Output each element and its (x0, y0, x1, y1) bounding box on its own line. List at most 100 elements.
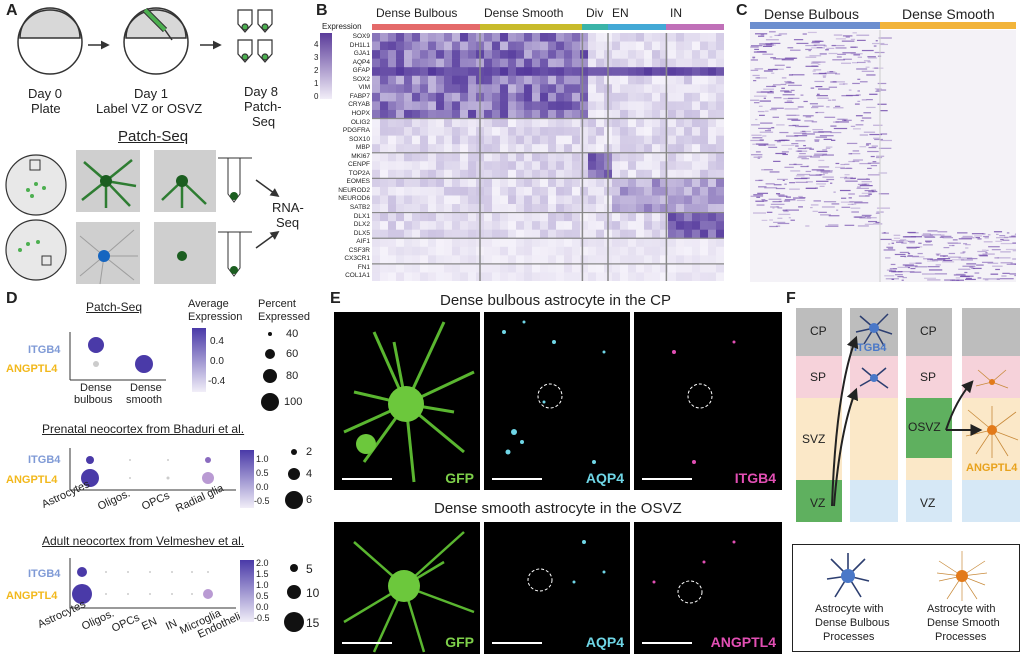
heatmap-cell (596, 152, 605, 162)
panel-d: Patch-Seq ITGB4 ANGPTL4 Dense bulbous De… (0, 290, 330, 657)
heatmap-c-cell (907, 255, 913, 257)
heatmap-c-cell (767, 92, 774, 94)
heatmap-cell (380, 246, 389, 256)
heatmap-cell (652, 246, 661, 256)
heatmap-cell (684, 152, 693, 162)
heatmap-cell (428, 92, 437, 102)
heatmap-c-cell (942, 261, 955, 263)
heatmap-cell (468, 109, 477, 119)
heatmap-c-cell (771, 85, 776, 87)
heatmap-cell (564, 58, 573, 68)
heatmap-cell (660, 144, 669, 154)
heatmap-c-cell (785, 135, 799, 137)
heatmap-cell (452, 229, 461, 239)
heatmap-cell (708, 204, 717, 213)
heatmap-c-cell (951, 259, 965, 261)
e-row2-aqp4: AQP4 (484, 522, 630, 654)
heatmap-c-cell (914, 266, 928, 268)
heatmap-c-cell (771, 72, 775, 74)
heatmap-c-cell (805, 56, 817, 58)
heatmap-cell (668, 221, 677, 230)
heatmap-c-cell (816, 46, 823, 49)
heatmap-c-cell (890, 263, 896, 266)
heatmap-cell (436, 152, 445, 162)
avg-expr-tick-1: 0.0 (210, 356, 224, 367)
heatmap-cell (596, 41, 605, 51)
heatmap-c-cell (812, 105, 824, 107)
heatmap-c-cell (867, 61, 871, 63)
heatmap-cell (532, 186, 541, 196)
heatmap-cell (652, 186, 661, 196)
heatmap-cell (620, 263, 629, 273)
heatmap-cell (372, 67, 381, 77)
heatmap-cell (708, 58, 717, 68)
heatmap-cell (388, 109, 397, 119)
heatmap-c-cell (885, 257, 891, 259)
heatmap-c-cell (965, 244, 971, 246)
heatmap-c-cell (856, 187, 869, 189)
gene-label-pdgfra: PDGFRA (342, 127, 370, 135)
heatmap-cell (612, 135, 621, 145)
heatmap-cell (500, 169, 509, 179)
heatmap-c-cell (826, 47, 835, 50)
heatmap-c-cell (837, 118, 848, 120)
heatmap-c-cell (888, 270, 897, 272)
heatmap-cell (436, 255, 445, 265)
heatmap-cell (436, 84, 445, 94)
heatmap-c-cell (847, 203, 854, 206)
heatmap-cell (508, 144, 517, 154)
heatmap-cell (524, 161, 533, 171)
heatmap-c-cell (774, 64, 785, 66)
heatmap-cell (468, 169, 477, 179)
d3-ctick-1: 1.5 (256, 569, 269, 579)
heatmap-cell (444, 186, 453, 196)
heatmap-c-cell (893, 237, 900, 239)
heatmap-c-cell (900, 238, 907, 241)
heatmap-c-cell (758, 127, 772, 129)
heatmap-cell (492, 229, 501, 239)
heatmap-c-cell (752, 56, 756, 58)
heatmap-c-cell (1012, 258, 1016, 260)
heatmap-c-cell (819, 174, 825, 176)
heatmap-c-cell (753, 102, 760, 104)
heatmap-cell (396, 195, 405, 205)
heatmap-cell (572, 221, 581, 230)
heatmap-cell (524, 152, 533, 162)
heatmap-cell (700, 67, 709, 77)
heatmap-cell (716, 255, 724, 265)
heatmap-c-cell (794, 177, 808, 180)
heatmap-cell (644, 246, 653, 256)
heatmap-cell (420, 67, 429, 77)
heatmap-cell (580, 272, 589, 281)
heatmap-c-cell (857, 225, 869, 227)
heatmap-cell (460, 41, 469, 51)
heatmap-cell (588, 255, 597, 265)
heatmap-cell (652, 84, 661, 94)
heatmap-cell (396, 67, 405, 77)
heatmap-c-cell (870, 155, 875, 158)
e-row1-aqp4: AQP4 (484, 312, 630, 490)
heatmap-c-cell (978, 254, 988, 256)
heatmap-cell (436, 92, 445, 102)
heatmap-c-cell (782, 153, 788, 156)
heatmap-cell (540, 92, 549, 102)
heatmap-cell (644, 101, 653, 111)
heatmap-cell (508, 41, 517, 51)
heatmap-cell (372, 127, 381, 136)
heatmap-cell (708, 195, 717, 205)
heatmap-cell (588, 135, 597, 145)
heatmap-cell (508, 238, 517, 248)
heatmap-c-cell (835, 121, 849, 123)
heatmap-cell (620, 229, 629, 239)
heatmap-c-cell (751, 124, 760, 126)
heatmap-cell (652, 41, 661, 51)
heatmap-cell (444, 135, 453, 145)
heatmap-c-cell (1009, 273, 1016, 275)
heatmap-cell (548, 178, 557, 188)
heatmap-cell (436, 195, 445, 205)
heatmap-cell (396, 152, 405, 162)
heatmap-cell (500, 84, 509, 94)
heatmap-cell (636, 204, 645, 213)
heatmap-cell (420, 169, 429, 179)
d2-colorbar (240, 450, 254, 508)
